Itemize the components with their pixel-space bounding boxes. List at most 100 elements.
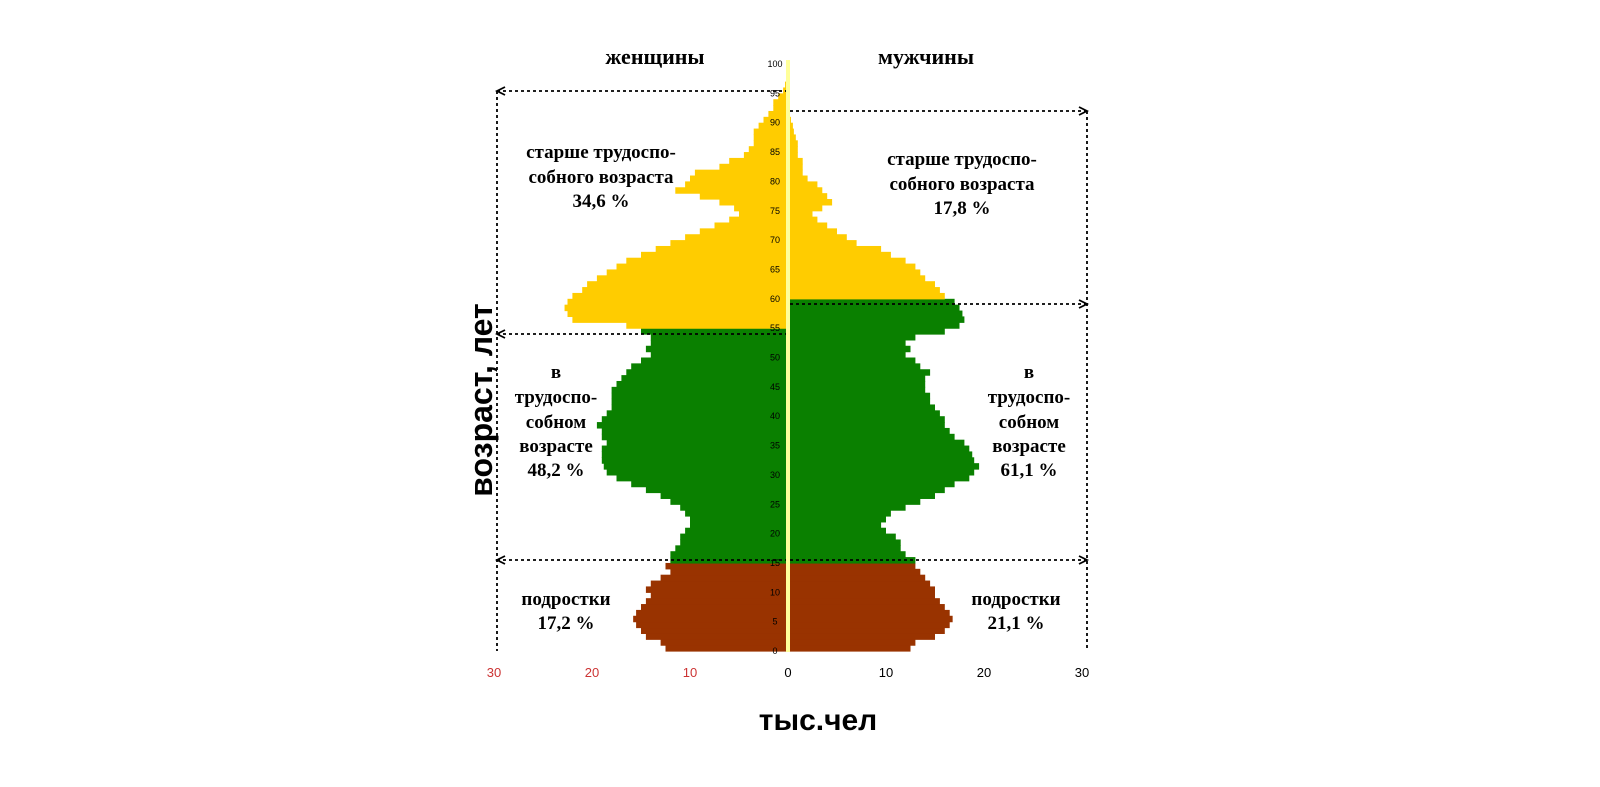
- female-working-line1: в: [551, 362, 561, 383]
- male-working-line3: собном: [999, 412, 1060, 433]
- female-bar-age-4: [636, 621, 788, 629]
- male-bar-age-85: [788, 146, 798, 153]
- male-bar-age-84: [788, 152, 798, 159]
- female-bar-age-26: [660, 492, 788, 499]
- female-bar-age-64: [606, 269, 788, 276]
- male-bar-age-68: [788, 245, 882, 253]
- male-teen-annotation: подростки 21,1 %: [971, 589, 1060, 634]
- female-bar-age-28: [631, 480, 788, 488]
- female-senior-line1: старше трудоспо-: [526, 142, 676, 163]
- male-bar-age-79: [788, 181, 818, 188]
- male-bar-age-55: [788, 322, 960, 329]
- male-bar-age-53: [788, 334, 916, 341]
- female-bar-age-88: [753, 128, 788, 136]
- female-bar-age-87: [753, 134, 788, 141]
- female-bar-age-10: [645, 586, 788, 593]
- male-bar-age-78: [788, 187, 823, 194]
- y-tick-40: 40: [770, 411, 780, 421]
- male-bar-age-27: [788, 486, 945, 494]
- female-senior-annotation: старше трудоспо- собного возраста 34,6 %: [526, 142, 676, 212]
- male-bar-age-72: [788, 222, 828, 229]
- male-bar-age-21: [788, 521, 882, 529]
- male-working-line2: трудоспо-: [988, 387, 1071, 408]
- female-working-line2: трудоспо-: [515, 387, 598, 408]
- female-bar-age-23: [685, 510, 788, 517]
- male-bar-age-22: [788, 515, 886, 523]
- male-bar-age-58: [788, 304, 960, 312]
- male-bar-age-11: [788, 580, 931, 588]
- male-bar-age-46: [788, 375, 926, 382]
- male-bar-age-77: [788, 193, 828, 200]
- y-tick-15: 15: [770, 558, 780, 568]
- male-bar-age-8: [788, 598, 940, 605]
- male-bar-age-25: [788, 498, 921, 505]
- boundary-guides: [494, 86, 1090, 651]
- male-bar-age-66: [788, 257, 906, 265]
- y-tick-85: 85: [770, 147, 780, 157]
- female-bar-age-38: [596, 422, 788, 429]
- female-bar-age-76: [719, 199, 788, 206]
- male-working-annotation: в трудоспо- собном возрасте 61,1 %: [988, 362, 1071, 481]
- male-senior-line1: старше трудоспо-: [887, 149, 1037, 170]
- female-bar-age-71: [699, 228, 788, 235]
- female-bar-age-80: [690, 175, 788, 182]
- male-bar-age-19: [788, 533, 896, 541]
- male-bar-age-12: [788, 574, 926, 582]
- female-bar-age-53: [650, 334, 788, 341]
- male-bar-age-16: [788, 551, 906, 558]
- y-tick-25: 25: [770, 499, 780, 509]
- female-bar-age-15: [670, 557, 788, 564]
- female-bar-age-56: [572, 316, 788, 323]
- female-bar-age-50: [650, 351, 788, 359]
- y-tick-10: 10: [770, 587, 780, 597]
- x-tick-right-10: 10: [879, 665, 893, 680]
- male-bar-age-26: [788, 492, 935, 499]
- female-bar-age-47: [626, 369, 788, 376]
- female-bar-age-61: [582, 287, 788, 294]
- male-bar-age-18: [788, 539, 901, 546]
- female-bars: [564, 69, 788, 652]
- female-bar-age-85: [748, 146, 788, 153]
- female-working-annotation: в трудоспо- собном возрасте 48,2 %: [515, 362, 598, 481]
- male-bar-age-9: [788, 592, 935, 599]
- female-bar-age-55: [626, 322, 788, 329]
- female-bar-age-51: [645, 345, 788, 353]
- male-bar-age-71: [788, 228, 837, 235]
- male-bar-age-20: [788, 527, 886, 535]
- female-bar-age-41: [611, 404, 788, 411]
- female-working-line4: возрасте: [519, 436, 593, 457]
- female-bar-age-83: [729, 157, 788, 165]
- female-bar-age-74: [739, 210, 788, 218]
- female-bar-age-8: [645, 598, 788, 605]
- male-bar-age-2: [788, 633, 935, 640]
- female-bar-age-78: [675, 187, 788, 194]
- female-bar-age-39: [601, 416, 788, 423]
- x-tick-left-10: 10: [683, 665, 697, 680]
- female-bar-age-9: [650, 592, 788, 599]
- x-tick-right-20: 20: [977, 665, 991, 680]
- female-bar-age-17: [675, 545, 788, 552]
- male-working-percent: 61,1 %: [1001, 460, 1058, 481]
- female-bar-age-77: [699, 193, 788, 200]
- male-bar-age-40: [788, 410, 940, 417]
- male-bar-age-88: [788, 128, 794, 136]
- female-bar-age-14: [665, 562, 788, 570]
- female-bar-age-1: [660, 639, 788, 646]
- x-tick-left-30: 30: [487, 665, 501, 680]
- male-bar-age-6: [788, 609, 950, 617]
- female-bar-age-12: [660, 574, 788, 582]
- female-bar-age-20: [685, 527, 788, 535]
- male-bar-age-65: [788, 263, 916, 271]
- female-teen-line1: подростки: [521, 589, 610, 610]
- y-tick-75: 75: [770, 206, 780, 216]
- female-bar-age-69: [670, 240, 788, 247]
- male-bar-age-38: [788, 422, 945, 429]
- male-senior-annotation: старше трудоспо- собного возраста 17,8 %: [887, 149, 1037, 219]
- female-bar-age-19: [680, 533, 788, 541]
- female-senior-percent: 34,6 %: [573, 191, 630, 212]
- female-bar-age-44: [611, 386, 788, 394]
- female-bar-age-42: [611, 398, 788, 406]
- female-bar-age-58: [564, 304, 788, 312]
- female-bar-age-29: [616, 474, 788, 482]
- male-bar-age-69: [788, 240, 857, 247]
